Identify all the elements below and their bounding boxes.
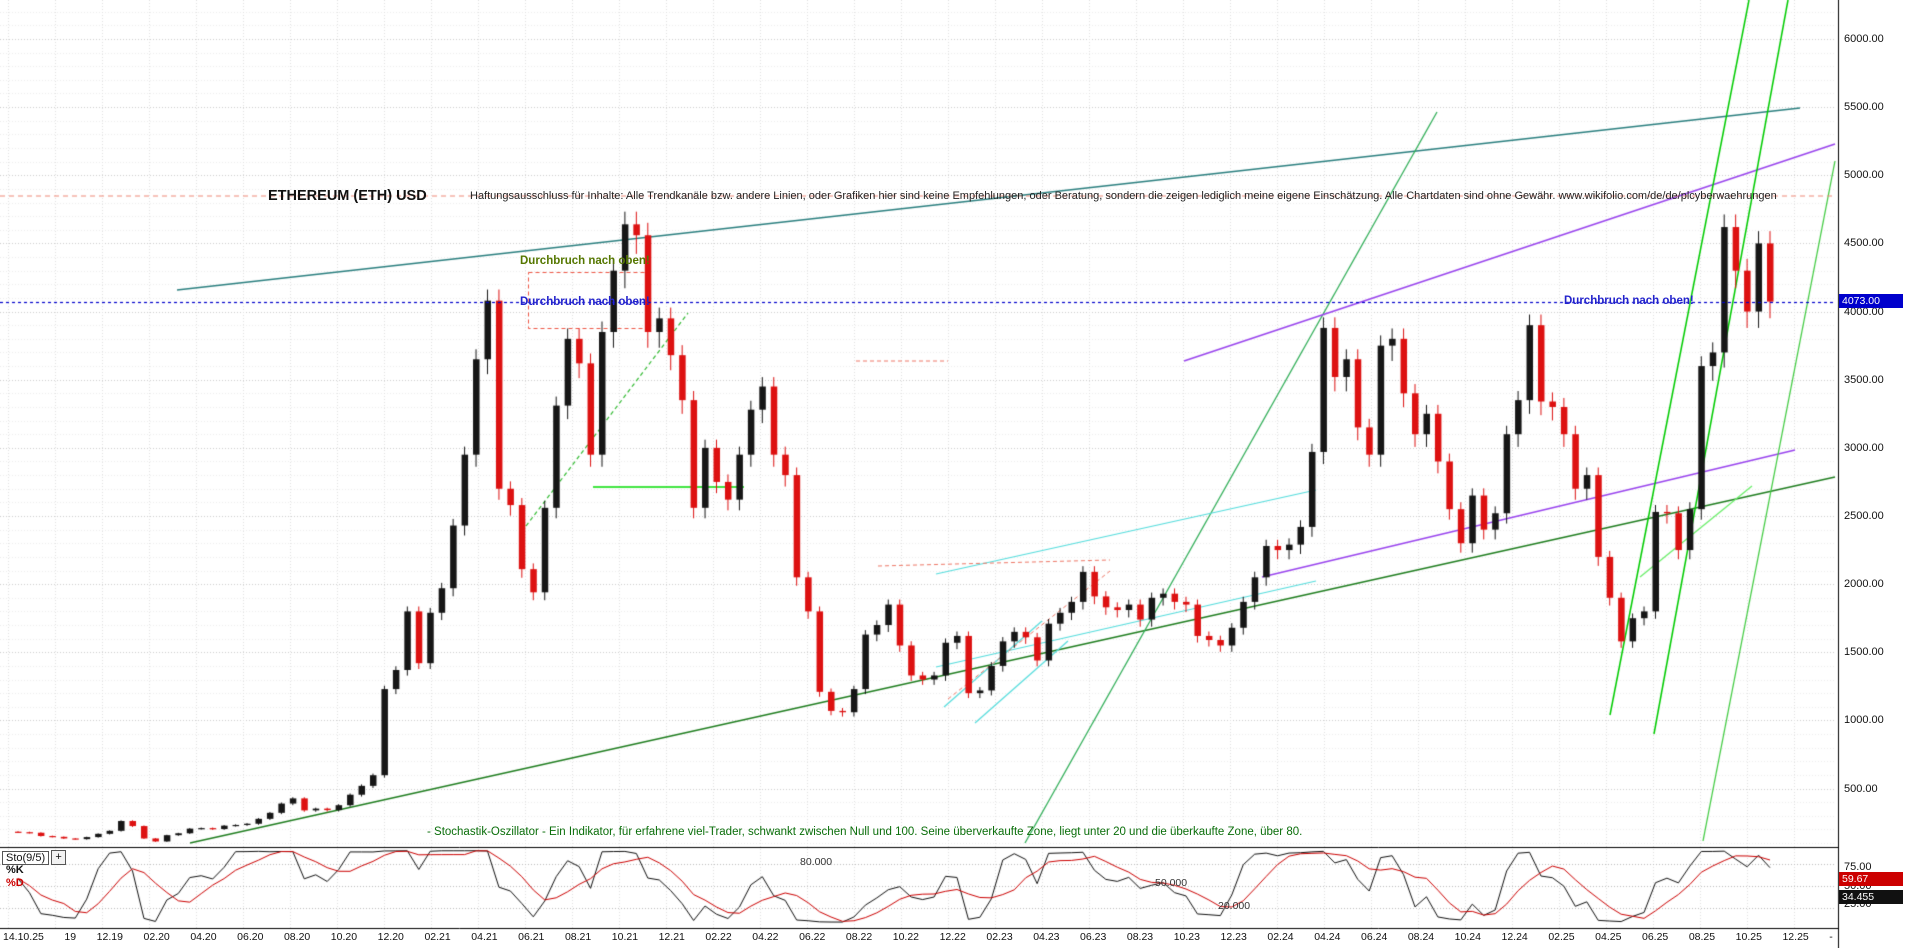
x-tick-label: 02.20 [143, 931, 170, 943]
current-price-badge: 4073.00 [1839, 294, 1903, 308]
breakout-annotation-mid: Durchbruch nach oben! [520, 296, 650, 308]
x-tick-label: 12.20 [377, 931, 404, 943]
price-axis-label: 2000.00 [1844, 578, 1884, 591]
stochastic-k-value-badge: 34.455 [1839, 890, 1903, 904]
x-tick-label: 10.24 [1454, 931, 1481, 943]
x-tick-label: 14.10.25 [3, 931, 44, 943]
price-axis-label: 1500.00 [1844, 646, 1884, 659]
stochastic-d-label: %D [6, 877, 24, 889]
x-tick-label: 10.22 [892, 931, 920, 943]
x-tick-label: 02.24 [1267, 931, 1294, 943]
oscillator-level-20: 20.000 [1218, 900, 1251, 912]
price-axis-label: 1000.00 [1844, 714, 1884, 727]
chart-title: ETHEREUM (ETH) USD [268, 188, 427, 204]
x-tick-label: 04.20 [190, 931, 217, 943]
x-tick-label: 04.21 [471, 931, 498, 943]
price-axis: 6000.00 5500.00 5000.00 4500.00 4000.00 3500.… [1844, 0, 1914, 948]
stochastic-k-label: %K [6, 864, 24, 876]
x-tick-label: 08.25 [1688, 931, 1716, 943]
time-axis: 14.10.25 19 12.19 02.20 04.20 06.20 08.20 10.20… [0, 931, 1836, 943]
x-tick-label: 06.23 [1080, 931, 1107, 943]
x-tick-label: 06.25 [1641, 931, 1669, 943]
x-tick-label: 02.23 [986, 931, 1013, 943]
x-tick-label: 08.21 [564, 931, 592, 943]
x-tick-label: 06.21 [518, 931, 545, 943]
x-tick-label: 04.23 [1033, 931, 1060, 943]
x-tick-label: 02.22 [705, 931, 732, 943]
x-tick-label: 12.25 [1782, 931, 1809, 943]
price-axis-label: 6000.00 [1844, 32, 1884, 45]
price-axis-label: 5500.00 [1844, 101, 1884, 114]
x-tick-label: 10.25 [1735, 931, 1762, 943]
oscillator-axis-label-75: 75.00 [1844, 861, 1872, 873]
x-tick-label: 08.24 [1407, 931, 1435, 943]
x-tick-label: 06.24 [1361, 931, 1388, 943]
x-tick-label: 02.25 [1548, 931, 1575, 943]
x-tick-label: 08.20 [283, 931, 311, 943]
x-tick-label: 04.25 [1595, 931, 1622, 943]
x-tick-label: 12.23 [1220, 931, 1247, 943]
price-axis-label: 3000.00 [1844, 441, 1884, 454]
x-tick-label: 04.22 [752, 931, 779, 943]
x-tick-label: 02.21 [424, 931, 451, 943]
x-tick-label: 08.23 [1126, 931, 1154, 943]
x-tick-label: 06.20 [237, 931, 264, 943]
x-tick-label: 12.22 [939, 931, 966, 943]
oscillator-indicator-label[interactable]: Sto(9/5) [2, 850, 50, 865]
breakout-annotation-right: Durchbruch nach oben! [1564, 295, 1694, 307]
price-axis-label: 4500.00 [1844, 237, 1884, 250]
price-axis-label: 3500.00 [1844, 373, 1884, 386]
price-axis-label: 4000.00 [1844, 305, 1884, 318]
oscillator-level-80: 80.000 [800, 856, 833, 868]
oscillator-description: - Stochastik-Oszillator - Ein Indikator,… [427, 826, 1303, 838]
x-tick-label: 08.22 [845, 931, 873, 943]
x-tick-label: 10.21 [611, 931, 639, 943]
oscillator-level-50: 50.000 [1155, 877, 1188, 889]
x-tick-label: 10.20 [330, 931, 358, 943]
x-tick-label: - [1829, 931, 1833, 943]
x-tick-label: 19 [64, 931, 77, 943]
x-tick-label: 12.19 [96, 931, 123, 943]
price-axis-label: 2500.00 [1844, 509, 1884, 522]
price-axis-label: 500.00 [1844, 782, 1878, 795]
x-tick-label: 10.23 [1173, 931, 1200, 943]
stochastic-d-value-badge: 59.67 [1839, 872, 1903, 886]
add-indicator-button[interactable]: + [51, 850, 67, 865]
price-axis-label: 5000.00 [1844, 169, 1884, 182]
x-tick-label: 06.22 [799, 931, 826, 943]
oscillator-settings: Sto(9/5) + [2, 850, 67, 865]
x-tick-label: 12.24 [1501, 931, 1528, 943]
breakout-annotation-top: Durchbruch nach oben! [520, 255, 650, 267]
x-tick-label: 04.24 [1314, 931, 1341, 943]
x-tick-label: 12.21 [658, 931, 685, 943]
disclaimer-text: Haftungsausschluss für Inhalte: Alle Tre… [470, 190, 1777, 202]
